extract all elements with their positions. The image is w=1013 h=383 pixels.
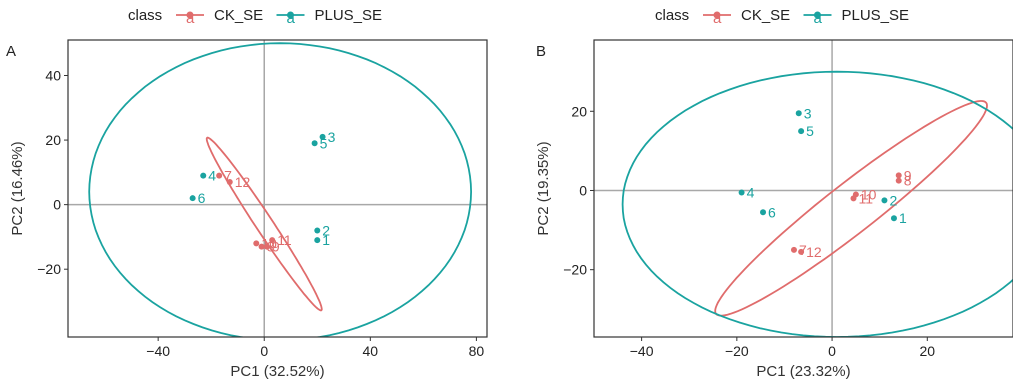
x-tick-label: −40 — [146, 343, 170, 359]
y-tick-label: −20 — [37, 261, 61, 277]
ellipse-ck-se — [714, 100, 988, 317]
point-ck-se-7 — [790, 246, 797, 253]
legend-entry: PLUS_SE — [842, 7, 910, 24]
point-ck-se-11 — [850, 195, 857, 202]
point-ck-se-8 — [258, 243, 265, 250]
legend-key-glyph: a — [287, 10, 296, 27]
plot-area — [621, 70, 1013, 337]
legend-key-glyph: a — [186, 10, 195, 27]
plot-area — [88, 42, 473, 337]
legend: class a CK_SE a PLUS_SE — [655, 7, 909, 27]
point-ck-se-11 — [269, 237, 276, 244]
legend-key-point — [287, 11, 294, 19]
point-label: 4 — [747, 184, 755, 200]
x-tick-label: 0 — [828, 343, 836, 359]
ellipse-ck-se — [205, 136, 323, 312]
legend-key-ck-se: a — [703, 10, 731, 27]
point-label: 3 — [328, 129, 336, 145]
y-tick-label: 40 — [45, 68, 61, 84]
point-label: 1 — [322, 232, 330, 248]
y-tick-label: 20 — [45, 132, 61, 148]
point-label: 5 — [806, 123, 814, 139]
point-plus-se-3 — [795, 110, 802, 117]
point-plus-se-4 — [738, 189, 745, 196]
legend-key-point — [186, 11, 194, 19]
point-label: 6 — [768, 204, 776, 220]
x-tick-label: 40 — [363, 343, 379, 359]
point-label: 7 — [224, 168, 232, 184]
point-ck-se-9 — [263, 243, 270, 250]
point-label: 2 — [889, 192, 897, 208]
point-ck-se-12 — [798, 248, 805, 255]
x-tick-label: 0 — [260, 343, 268, 359]
legend-key-point — [814, 11, 821, 19]
point-ck-se-12 — [226, 179, 233, 186]
point-label: 12 — [806, 244, 822, 260]
point-plus-se-5 — [798, 128, 805, 135]
point-label: 11 — [277, 232, 292, 248]
x-tick-label: −20 — [725, 343, 749, 359]
legend-title: class — [655, 7, 689, 24]
y-tick-label: −20 — [563, 262, 587, 278]
legend-key-glyph: a — [713, 10, 722, 27]
legend-entry: CK_SE — [741, 7, 790, 24]
point-ck-se-7 — [216, 172, 223, 179]
point-label: 10 — [861, 186, 877, 202]
ellipse-plus-se — [88, 42, 473, 337]
point-label: 12 — [235, 174, 251, 190]
point-label: 6 — [198, 190, 206, 206]
y-tick-label: 20 — [571, 103, 587, 119]
plot-frame — [593, 39, 1013, 338]
y-axis-title: PC2 (16.46%) — [9, 141, 26, 235]
point-label: 9 — [272, 239, 280, 255]
x-axis-title: PC1 (32.52%) — [230, 363, 324, 380]
point-ck-se-9 — [895, 172, 902, 179]
panel-tag: A — [6, 43, 16, 60]
legend-key-plus-se: a — [276, 10, 305, 27]
legend: class a CK_SE a PLUS_SE — [128, 7, 382, 27]
x-tick-label: −40 — [630, 343, 654, 359]
point-ck-se-10 — [253, 240, 260, 247]
y-axis-title: PC2 (19.35%) — [535, 141, 552, 235]
point-plus-se-5 — [311, 140, 318, 147]
legend-entry: CK_SE — [214, 7, 263, 24]
legend-key-ck-se: a — [176, 10, 204, 27]
point-plus-se-2 — [314, 227, 321, 234]
y-tick-label: 0 — [53, 197, 61, 213]
point-label: 1 — [899, 210, 907, 226]
legend-entry: PLUS_SE — [315, 7, 383, 24]
point-plus-se-2 — [881, 197, 888, 204]
point-label: 8 — [267, 239, 275, 255]
point-plus-se-4 — [200, 172, 207, 179]
point-plus-se-1 — [314, 237, 321, 244]
point-label: 5 — [320, 135, 328, 151]
legend-title: class — [128, 7, 162, 24]
x-axis-title: PC1 (23.32%) — [756, 363, 850, 380]
point-label: 2 — [322, 222, 330, 238]
legend-key-plus-se: a — [803, 10, 832, 27]
point-plus-se-3 — [319, 133, 326, 140]
plot-frame — [67, 39, 488, 338]
point-label: 9 — [904, 167, 912, 183]
point-plus-se-6 — [189, 195, 196, 202]
point-label: 4 — [208, 168, 216, 184]
y-tick-label: 0 — [579, 182, 587, 198]
ellipse-plus-se — [621, 70, 1013, 337]
point-label: 8 — [904, 173, 912, 189]
x-tick-label: 20 — [920, 343, 936, 359]
point-plus-se-6 — [760, 209, 767, 216]
point-ck-se-8 — [895, 177, 902, 184]
legend-key-glyph: a — [814, 10, 823, 27]
legend-key-point — [713, 11, 721, 19]
point-label: 3 — [804, 105, 812, 121]
point-plus-se-1 — [890, 215, 897, 222]
x-tick-label: 80 — [469, 343, 485, 359]
panel-tag: B — [536, 43, 546, 60]
point-label: 11 — [858, 190, 873, 206]
